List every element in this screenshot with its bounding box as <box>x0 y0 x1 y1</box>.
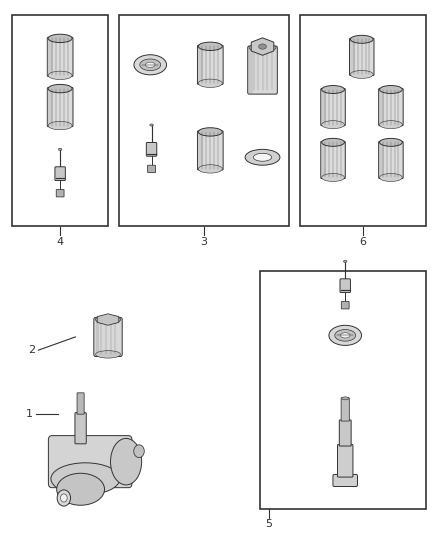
FancyBboxPatch shape <box>56 190 64 197</box>
FancyBboxPatch shape <box>47 37 73 76</box>
Ellipse shape <box>350 70 373 78</box>
FancyBboxPatch shape <box>379 88 403 126</box>
Ellipse shape <box>198 79 222 87</box>
FancyBboxPatch shape <box>341 398 350 421</box>
FancyBboxPatch shape <box>146 142 157 156</box>
FancyBboxPatch shape <box>55 167 65 181</box>
Bar <box>300 14 426 226</box>
FancyBboxPatch shape <box>198 131 203 169</box>
Ellipse shape <box>343 260 347 262</box>
FancyBboxPatch shape <box>94 317 122 357</box>
Text: 1: 1 <box>26 409 33 418</box>
FancyBboxPatch shape <box>379 142 384 178</box>
FancyBboxPatch shape <box>340 279 350 293</box>
Ellipse shape <box>198 42 222 51</box>
Ellipse shape <box>95 351 120 358</box>
FancyBboxPatch shape <box>379 141 403 179</box>
Polygon shape <box>251 38 274 55</box>
FancyBboxPatch shape <box>198 46 203 84</box>
FancyBboxPatch shape <box>341 302 349 309</box>
FancyBboxPatch shape <box>198 131 223 170</box>
Ellipse shape <box>329 325 361 345</box>
Ellipse shape <box>134 55 166 75</box>
Ellipse shape <box>145 62 155 68</box>
Ellipse shape <box>48 71 72 79</box>
FancyBboxPatch shape <box>321 88 345 126</box>
Bar <box>260 271 426 508</box>
FancyBboxPatch shape <box>248 46 277 94</box>
FancyBboxPatch shape <box>379 89 384 125</box>
FancyBboxPatch shape <box>148 165 155 173</box>
Ellipse shape <box>380 139 402 147</box>
Ellipse shape <box>198 128 222 136</box>
Ellipse shape <box>380 85 402 93</box>
FancyBboxPatch shape <box>75 413 86 444</box>
FancyBboxPatch shape <box>350 39 355 75</box>
Text: 2: 2 <box>28 345 35 355</box>
Text: 4: 4 <box>57 237 64 247</box>
Ellipse shape <box>321 174 344 181</box>
FancyBboxPatch shape <box>48 88 53 126</box>
Ellipse shape <box>321 85 344 93</box>
Ellipse shape <box>245 149 280 165</box>
Ellipse shape <box>51 463 120 495</box>
FancyBboxPatch shape <box>198 45 223 84</box>
FancyBboxPatch shape <box>338 445 353 477</box>
FancyBboxPatch shape <box>77 393 84 414</box>
Polygon shape <box>97 314 119 325</box>
Ellipse shape <box>321 139 344 147</box>
Bar <box>95 319 99 354</box>
Text: 6: 6 <box>359 237 366 247</box>
FancyBboxPatch shape <box>321 142 326 178</box>
FancyBboxPatch shape <box>48 38 53 76</box>
Ellipse shape <box>321 120 344 128</box>
Ellipse shape <box>110 439 141 485</box>
Ellipse shape <box>58 148 62 150</box>
Ellipse shape <box>48 122 72 130</box>
Ellipse shape <box>249 44 276 52</box>
Ellipse shape <box>258 44 266 49</box>
FancyBboxPatch shape <box>339 420 351 446</box>
Bar <box>12 14 108 226</box>
Ellipse shape <box>380 120 402 128</box>
Ellipse shape <box>48 34 72 43</box>
Ellipse shape <box>335 329 356 341</box>
FancyBboxPatch shape <box>321 89 326 125</box>
Ellipse shape <box>340 333 350 338</box>
FancyBboxPatch shape <box>333 474 357 487</box>
Ellipse shape <box>57 490 71 506</box>
Ellipse shape <box>95 315 120 324</box>
Ellipse shape <box>134 445 144 458</box>
Ellipse shape <box>198 165 222 173</box>
FancyBboxPatch shape <box>48 435 132 488</box>
Ellipse shape <box>140 59 161 70</box>
Text: 3: 3 <box>200 237 207 247</box>
FancyBboxPatch shape <box>350 38 374 76</box>
Ellipse shape <box>48 84 72 93</box>
Bar <box>249 47 253 93</box>
Ellipse shape <box>380 174 402 181</box>
FancyBboxPatch shape <box>321 141 345 179</box>
Ellipse shape <box>342 397 349 400</box>
Bar <box>119 14 289 226</box>
Ellipse shape <box>150 124 153 126</box>
FancyBboxPatch shape <box>47 87 73 127</box>
Text: 5: 5 <box>265 519 272 529</box>
Ellipse shape <box>57 473 105 505</box>
Ellipse shape <box>350 35 373 43</box>
Ellipse shape <box>60 494 67 502</box>
Ellipse shape <box>253 154 272 161</box>
